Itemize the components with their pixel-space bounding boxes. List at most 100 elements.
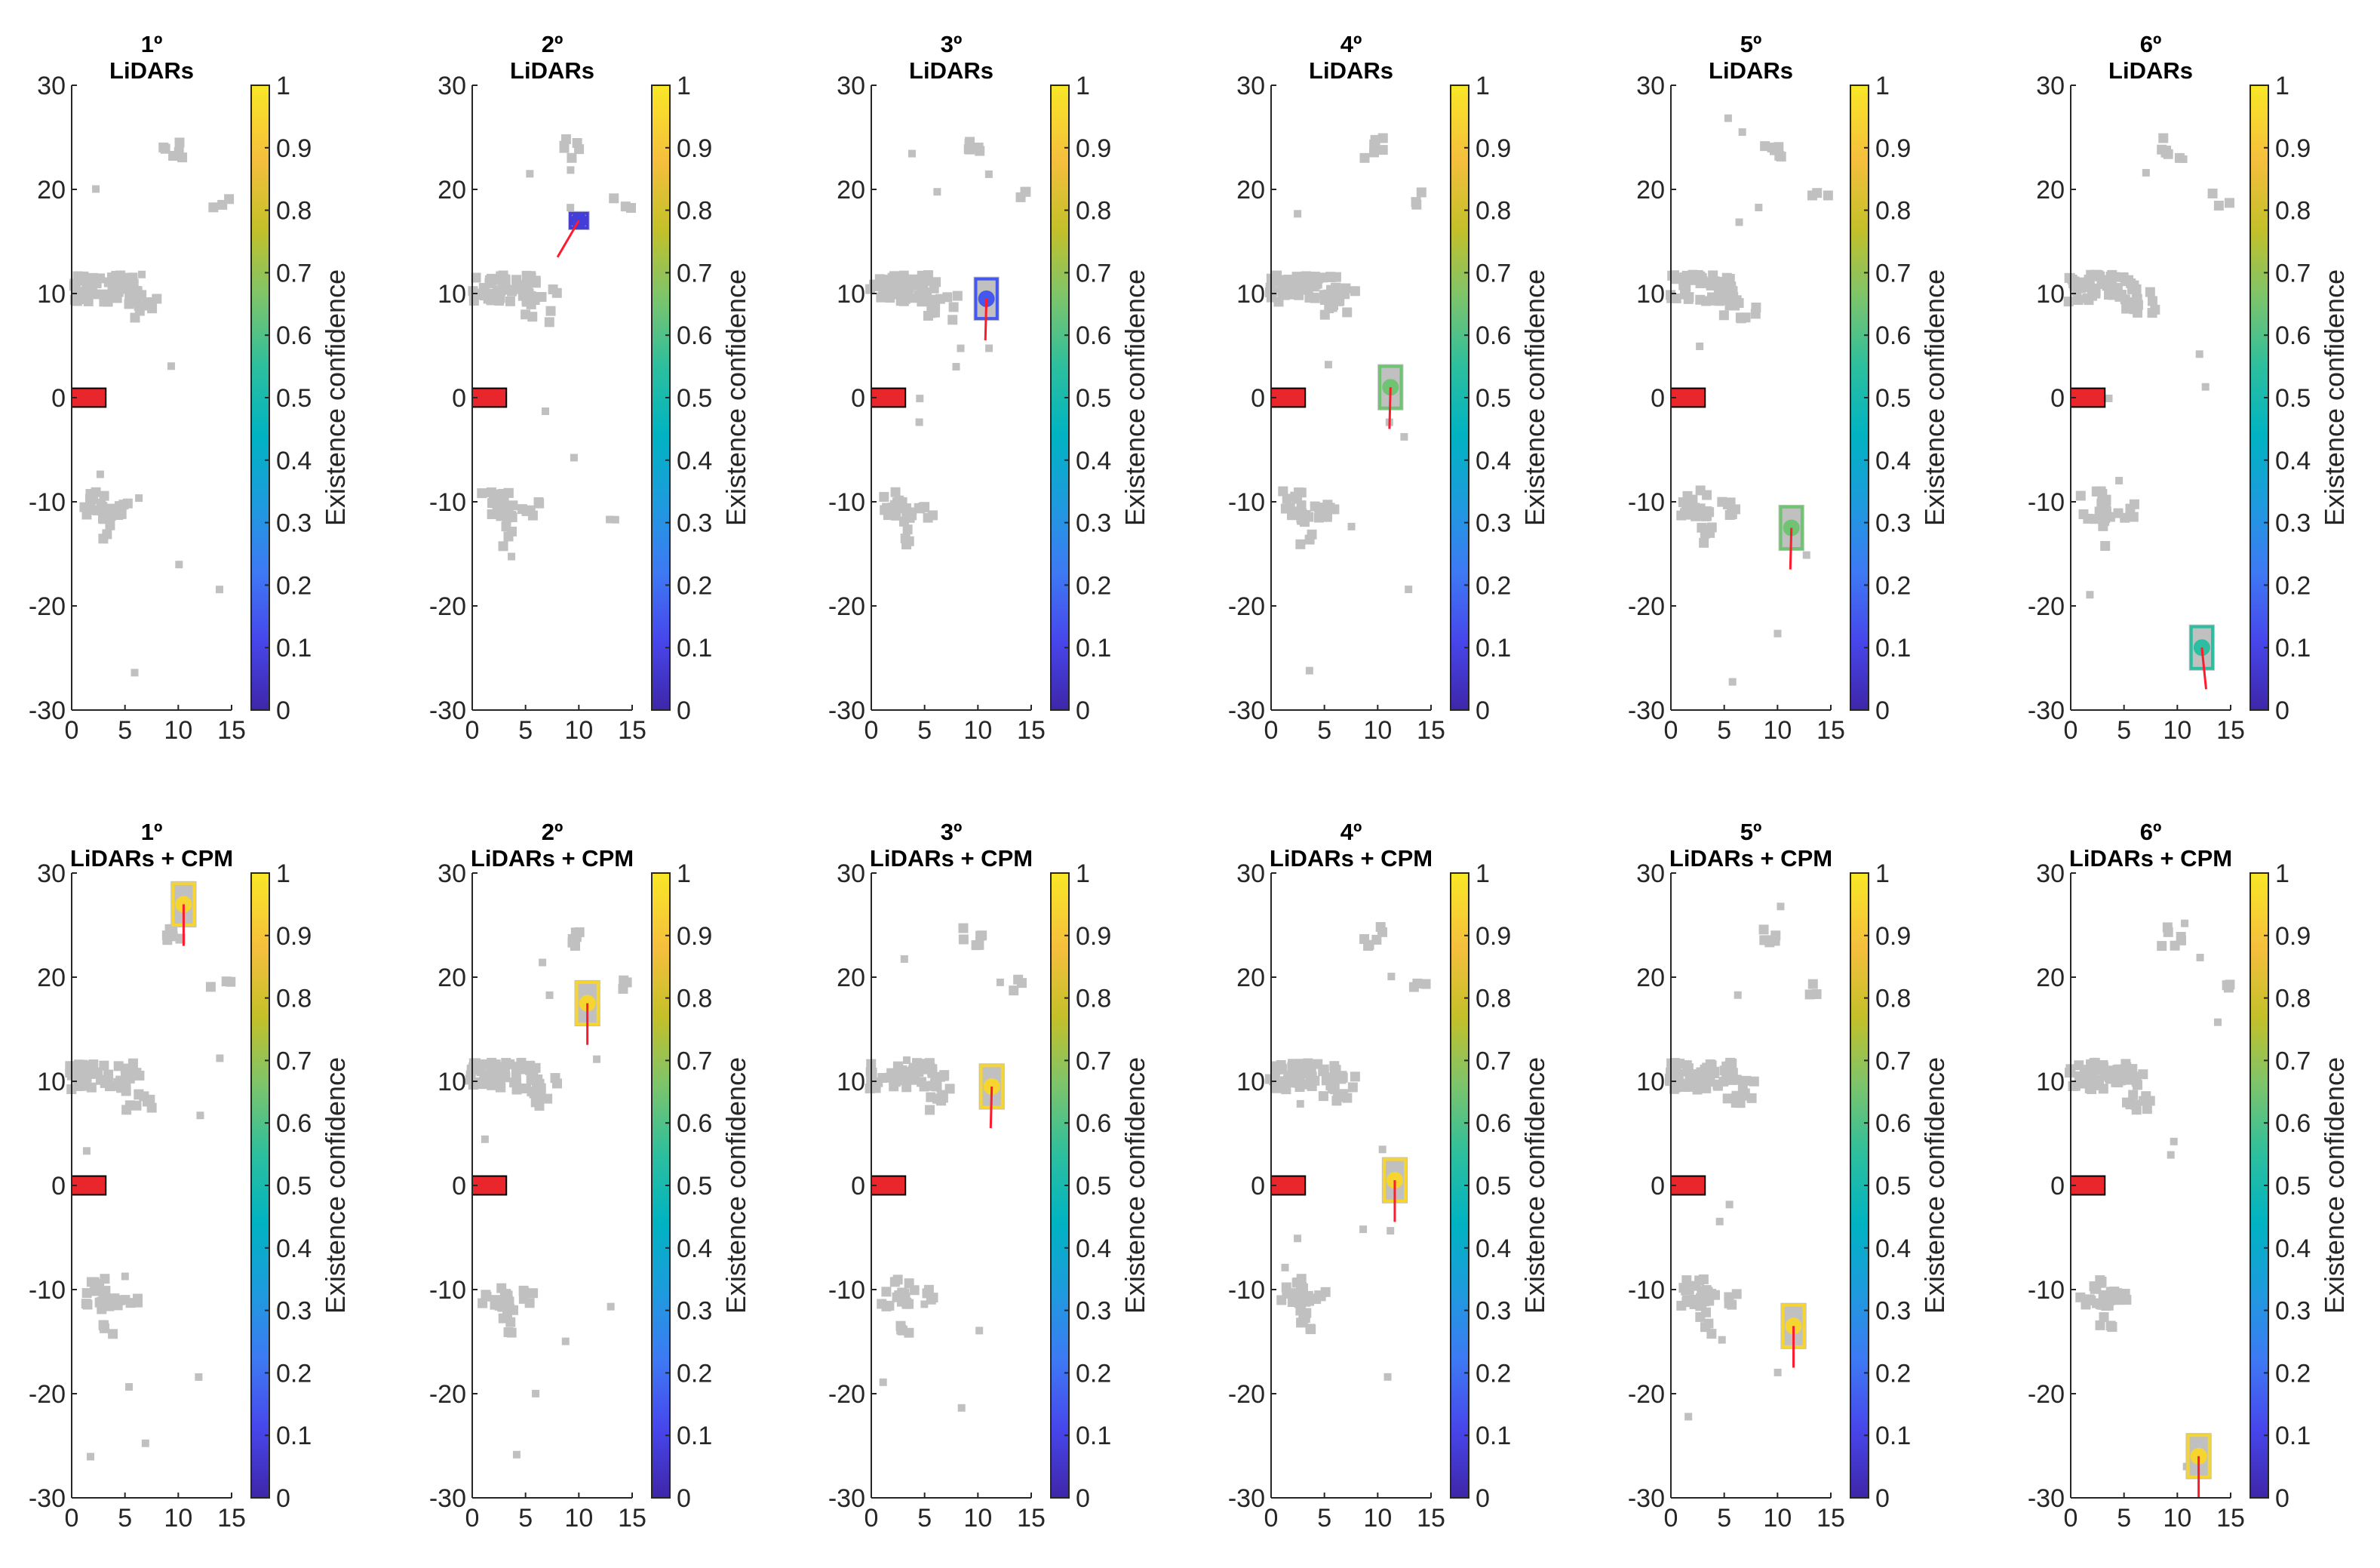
lidar-point <box>1322 512 1332 522</box>
lidar-point <box>2150 304 2160 315</box>
lidar-point <box>477 488 487 499</box>
lidar-point <box>134 1070 145 1081</box>
lidar-point <box>488 1072 499 1083</box>
lidar-point <box>882 503 892 513</box>
lidar-point <box>902 509 913 520</box>
panel-title-source: LiDARs <box>909 57 993 84</box>
lidar-point <box>958 934 969 945</box>
lidar-point <box>1298 1314 1309 1324</box>
lidar-point <box>81 1288 92 1299</box>
y-tick-label: -10 <box>429 1276 466 1305</box>
point-cloud <box>1666 114 1833 686</box>
point-cloud <box>1264 133 1426 675</box>
lidar-point <box>511 1076 521 1087</box>
lidar-point <box>468 1058 479 1068</box>
lidar-point <box>1804 989 1815 1000</box>
lidar-point <box>890 487 901 497</box>
lidar-point <box>125 284 136 294</box>
lidar-point <box>518 1285 529 1296</box>
lidar-point <box>97 502 108 512</box>
colorbar-tick-label: 0 <box>2275 1484 2289 1513</box>
lidar-point <box>1715 1217 1724 1225</box>
lidar-point <box>1698 1296 1709 1306</box>
x-tick-label: 15 <box>217 716 246 745</box>
lidar-point <box>1740 312 1751 323</box>
lidar-point <box>481 1290 491 1300</box>
lidar-point <box>2084 295 2094 306</box>
lidar-point <box>1706 1329 1717 1339</box>
colorbar-tick-label: 0.4 <box>1076 1234 1111 1263</box>
velocity-arrow <box>1789 527 1793 570</box>
colorbar-tick-label: 0.1 <box>1076 634 1111 663</box>
lidar-point <box>1291 281 1299 289</box>
x-tick-label: 5 <box>1317 1504 1331 1533</box>
lidar-point <box>92 185 100 193</box>
lidar-point <box>872 281 883 292</box>
lidar-point <box>1282 1288 1292 1299</box>
colorbar-tick-label: 1 <box>276 72 290 100</box>
x-tick-label: 0 <box>65 716 79 745</box>
colorbar-tick-label: 0.1 <box>1476 1422 1511 1450</box>
y-tick-label: 10 <box>438 1068 466 1096</box>
panel-title-source: LiDARs <box>510 57 594 84</box>
y-tick-label: -20 <box>429 592 466 621</box>
lidar-point <box>2128 512 2139 522</box>
colorbar-tick-label: 0.3 <box>276 509 312 538</box>
colorbar-tick-label: 0.5 <box>1076 384 1111 413</box>
y-tick-label: 10 <box>2036 1068 2065 1096</box>
lidar-point <box>881 1287 892 1297</box>
y-tick-label: -10 <box>1228 1276 1265 1305</box>
lidar-point <box>1718 1336 1726 1344</box>
lidar-point <box>1322 500 1333 510</box>
lidar-point <box>2099 1311 2109 1322</box>
lidar-point <box>1700 1082 1710 1093</box>
lidar-point <box>1342 307 1353 318</box>
lidar-point <box>1680 1079 1691 1090</box>
panel-title-source: LiDARs + CPM <box>1669 845 1832 872</box>
lidar-point <box>1290 289 1301 300</box>
lidar-point <box>1724 114 1732 122</box>
lidar-point <box>1695 1311 1706 1322</box>
lidar-point <box>147 303 158 314</box>
lidar-point <box>504 284 514 295</box>
lidar-point <box>1321 1075 1331 1086</box>
lidar-point <box>86 1277 97 1287</box>
lidar-point <box>2160 147 2171 158</box>
lidar-point <box>1699 537 1709 548</box>
lidar-point <box>500 275 511 286</box>
x-tick-label: 10 <box>1363 1504 1392 1533</box>
lidar-point <box>2074 1060 2084 1071</box>
lidar-point <box>135 494 143 503</box>
lidar-point <box>124 299 134 309</box>
lidar-point <box>2105 394 2113 402</box>
colorbar-tick-label: 0.3 <box>1076 1297 1111 1326</box>
lidar-point <box>215 586 223 594</box>
y-tick-label: 10 <box>438 280 466 309</box>
y-tick-label: 20 <box>438 964 466 992</box>
lidar-point <box>1350 1071 1360 1082</box>
lidar-point <box>984 170 993 178</box>
lidar-point <box>1408 982 1419 992</box>
lidar-point <box>559 143 570 153</box>
colorbar-tick-label: 0.2 <box>1076 1359 1111 1388</box>
y-tick-label: -20 <box>2028 1380 2065 1409</box>
colorbar <box>1850 85 1869 711</box>
lidar-point <box>1291 1277 1302 1288</box>
lidar-point <box>1306 1324 1316 1335</box>
lidar-point <box>175 561 183 569</box>
lidar-point <box>1773 1368 1782 1376</box>
colorbar-tick-label: 0.9 <box>1476 134 1511 163</box>
lidar-point <box>502 506 512 516</box>
colorbar-tick-label: 0.1 <box>677 1422 712 1450</box>
colorbar-tick-label: 0.3 <box>1476 1297 1511 1326</box>
lidar-point <box>103 1296 113 1307</box>
lidar-point <box>944 1084 955 1094</box>
y-tick-label: 0 <box>452 1172 466 1201</box>
x-tick-label: 0 <box>1264 716 1279 745</box>
y-tick-label: 30 <box>438 72 466 100</box>
lidar-point <box>498 541 508 552</box>
x-tick-label: 5 <box>118 1504 132 1533</box>
lidar-point <box>1294 210 1302 218</box>
